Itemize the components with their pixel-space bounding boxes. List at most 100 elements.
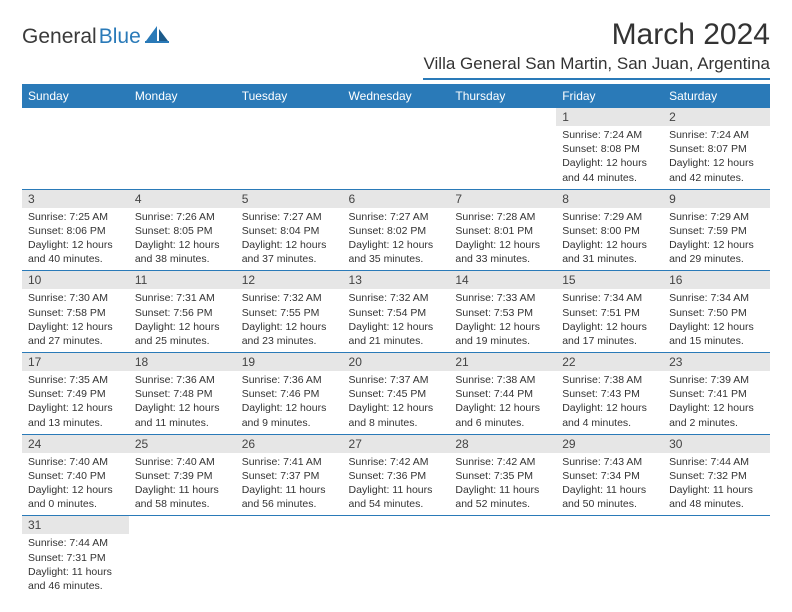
day-info-line: and 40 minutes. bbox=[28, 252, 123, 266]
day-content: Sunrise: 7:43 AMSunset: 7:34 PMDaylight:… bbox=[556, 453, 663, 516]
weekday-header: Thursday bbox=[449, 84, 556, 108]
month-title: March 2024 bbox=[423, 18, 770, 52]
day-number: 3 bbox=[22, 190, 129, 208]
day-info-line: Sunrise: 7:35 AM bbox=[28, 373, 123, 387]
day-info-line: and 11 minutes. bbox=[135, 416, 230, 430]
day-info-line: Sunset: 7:59 PM bbox=[669, 224, 764, 238]
day-info-line: and 19 minutes. bbox=[455, 334, 550, 348]
day-content: Sunrise: 7:38 AMSunset: 7:43 PMDaylight:… bbox=[556, 371, 663, 434]
calendar-day-cell bbox=[22, 108, 129, 189]
day-info-line: Sunrise: 7:39 AM bbox=[669, 373, 764, 387]
day-info-line: Daylight: 11 hours bbox=[669, 483, 764, 497]
calendar-day-cell: 2Sunrise: 7:24 AMSunset: 8:07 PMDaylight… bbox=[663, 108, 770, 189]
day-number: 13 bbox=[343, 271, 450, 289]
day-info-line: Sunrise: 7:37 AM bbox=[349, 373, 444, 387]
calendar-day-cell: 20Sunrise: 7:37 AMSunset: 7:45 PMDayligh… bbox=[343, 353, 450, 435]
day-info-line: Sunset: 7:36 PM bbox=[349, 469, 444, 483]
day-info-line: Daylight: 11 hours bbox=[28, 565, 123, 579]
day-info-line: Sunset: 7:58 PM bbox=[28, 306, 123, 320]
day-info-line: and 15 minutes. bbox=[669, 334, 764, 348]
day-info-line: Sunrise: 7:34 AM bbox=[562, 291, 657, 305]
day-info-line: Sunset: 7:34 PM bbox=[562, 469, 657, 483]
day-content: Sunrise: 7:24 AMSunset: 8:07 PMDaylight:… bbox=[663, 126, 770, 189]
day-info-line: and 4 minutes. bbox=[562, 416, 657, 430]
day-info-line: Sunset: 7:53 PM bbox=[455, 306, 550, 320]
day-info-line: Sunset: 8:02 PM bbox=[349, 224, 444, 238]
calendar-week-row: 31Sunrise: 7:44 AMSunset: 7:31 PMDayligh… bbox=[22, 516, 770, 597]
day-number: 4 bbox=[129, 190, 236, 208]
day-info-line: Daylight: 11 hours bbox=[349, 483, 444, 497]
day-info-line: Sunrise: 7:25 AM bbox=[28, 210, 123, 224]
day-content: Sunrise: 7:26 AMSunset: 8:05 PMDaylight:… bbox=[129, 208, 236, 271]
calendar-day-cell: 17Sunrise: 7:35 AMSunset: 7:49 PMDayligh… bbox=[22, 353, 129, 435]
calendar-week-row: 1Sunrise: 7:24 AMSunset: 8:08 PMDaylight… bbox=[22, 108, 770, 189]
calendar-day-cell: 28Sunrise: 7:42 AMSunset: 7:35 PMDayligh… bbox=[449, 434, 556, 516]
weekday-header: Friday bbox=[556, 84, 663, 108]
day-info-line: Daylight: 12 hours bbox=[669, 401, 764, 415]
day-content: Sunrise: 7:34 AMSunset: 7:51 PMDaylight:… bbox=[556, 289, 663, 352]
calendar-day-cell: 22Sunrise: 7:38 AMSunset: 7:43 PMDayligh… bbox=[556, 353, 663, 435]
day-number: 1 bbox=[556, 108, 663, 126]
day-info-line: Sunset: 7:46 PM bbox=[242, 387, 337, 401]
day-info-line: Daylight: 12 hours bbox=[135, 320, 230, 334]
calendar-day-cell: 6Sunrise: 7:27 AMSunset: 8:02 PMDaylight… bbox=[343, 189, 450, 271]
day-info-line: and 44 minutes. bbox=[562, 171, 657, 185]
day-number: 29 bbox=[556, 435, 663, 453]
day-info-line: Sunset: 7:40 PM bbox=[28, 469, 123, 483]
day-info-line: Sunrise: 7:40 AM bbox=[28, 455, 123, 469]
day-content: Sunrise: 7:36 AMSunset: 7:48 PMDaylight:… bbox=[129, 371, 236, 434]
calendar-day-cell: 4Sunrise: 7:26 AMSunset: 8:05 PMDaylight… bbox=[129, 189, 236, 271]
day-info-line: Sunrise: 7:28 AM bbox=[455, 210, 550, 224]
day-info-line: and 46 minutes. bbox=[28, 579, 123, 593]
day-info-line: Sunset: 7:37 PM bbox=[242, 469, 337, 483]
calendar-day-cell bbox=[343, 108, 450, 189]
day-info-line: Daylight: 12 hours bbox=[562, 156, 657, 170]
day-info-line: and 17 minutes. bbox=[562, 334, 657, 348]
calendar-day-cell bbox=[663, 516, 770, 597]
calendar-day-cell: 25Sunrise: 7:40 AMSunset: 7:39 PMDayligh… bbox=[129, 434, 236, 516]
calendar-day-cell: 7Sunrise: 7:28 AMSunset: 8:01 PMDaylight… bbox=[449, 189, 556, 271]
day-content: Sunrise: 7:39 AMSunset: 7:41 PMDaylight:… bbox=[663, 371, 770, 434]
day-info-line: Sunrise: 7:29 AM bbox=[562, 210, 657, 224]
day-content: Sunrise: 7:36 AMSunset: 7:46 PMDaylight:… bbox=[236, 371, 343, 434]
day-content: Sunrise: 7:27 AMSunset: 8:04 PMDaylight:… bbox=[236, 208, 343, 271]
day-number: 2 bbox=[663, 108, 770, 126]
calendar-day-cell: 18Sunrise: 7:36 AMSunset: 7:48 PMDayligh… bbox=[129, 353, 236, 435]
day-content: Sunrise: 7:33 AMSunset: 7:53 PMDaylight:… bbox=[449, 289, 556, 352]
day-content: Sunrise: 7:32 AMSunset: 7:55 PMDaylight:… bbox=[236, 289, 343, 352]
day-info-line: Sunset: 7:56 PM bbox=[135, 306, 230, 320]
calendar-table: Sunday Monday Tuesday Wednesday Thursday… bbox=[22, 84, 770, 597]
day-number: 9 bbox=[663, 190, 770, 208]
calendar-day-cell bbox=[556, 516, 663, 597]
location-text: Villa General San Martin, San Juan, Arge… bbox=[423, 54, 770, 80]
day-info-line: and 9 minutes. bbox=[242, 416, 337, 430]
day-info-line: Daylight: 12 hours bbox=[242, 401, 337, 415]
day-number: 20 bbox=[343, 353, 450, 371]
day-info-line: Sunset: 8:01 PM bbox=[455, 224, 550, 238]
day-info-line: Daylight: 12 hours bbox=[562, 238, 657, 252]
day-info-line: Sunrise: 7:36 AM bbox=[135, 373, 230, 387]
day-info-line: Sunrise: 7:38 AM bbox=[562, 373, 657, 387]
day-number: 11 bbox=[129, 271, 236, 289]
day-number: 15 bbox=[556, 271, 663, 289]
day-content: Sunrise: 7:44 AMSunset: 7:31 PMDaylight:… bbox=[22, 534, 129, 597]
calendar-day-cell: 24Sunrise: 7:40 AMSunset: 7:40 PMDayligh… bbox=[22, 434, 129, 516]
calendar-day-cell: 29Sunrise: 7:43 AMSunset: 7:34 PMDayligh… bbox=[556, 434, 663, 516]
day-number: 22 bbox=[556, 353, 663, 371]
day-info-line: Daylight: 12 hours bbox=[135, 401, 230, 415]
day-content: Sunrise: 7:42 AMSunset: 7:36 PMDaylight:… bbox=[343, 453, 450, 516]
calendar-day-cell: 19Sunrise: 7:36 AMSunset: 7:46 PMDayligh… bbox=[236, 353, 343, 435]
day-info-line: Daylight: 12 hours bbox=[455, 401, 550, 415]
day-number: 5 bbox=[236, 190, 343, 208]
day-content: Sunrise: 7:34 AMSunset: 7:50 PMDaylight:… bbox=[663, 289, 770, 352]
calendar-week-row: 3Sunrise: 7:25 AMSunset: 8:06 PMDaylight… bbox=[22, 189, 770, 271]
day-info-line: Sunset: 8:08 PM bbox=[562, 142, 657, 156]
day-info-line: Sunrise: 7:43 AM bbox=[562, 455, 657, 469]
brand-logo: GeneralBlue bbox=[22, 24, 171, 49]
weekday-header: Monday bbox=[129, 84, 236, 108]
weekday-header: Saturday bbox=[663, 84, 770, 108]
day-info-line: Daylight: 12 hours bbox=[135, 238, 230, 252]
day-info-line: and 2 minutes. bbox=[669, 416, 764, 430]
day-content: Sunrise: 7:35 AMSunset: 7:49 PMDaylight:… bbox=[22, 371, 129, 434]
day-info-line: Sunset: 7:39 PM bbox=[135, 469, 230, 483]
